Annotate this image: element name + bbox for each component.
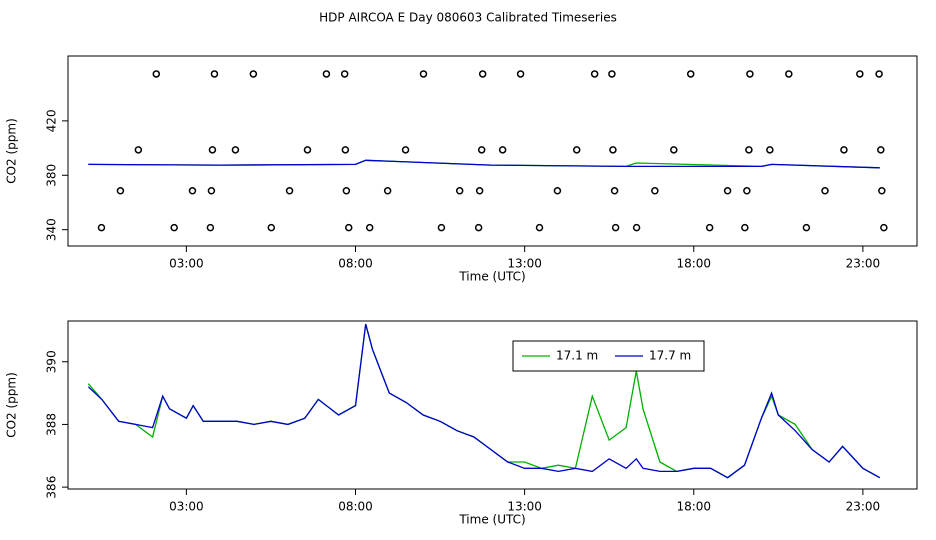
x-tick-label: 18:00 (676, 257, 711, 271)
data-point (342, 187, 351, 195)
x-axis-label: Time (UTC) (458, 270, 525, 284)
x-tick-label: 23:00 (846, 257, 881, 271)
data-point (535, 223, 544, 232)
y-axis-label: CO2 (ppm) (5, 372, 19, 438)
x-tick-label: 18:00 (676, 500, 711, 514)
y-tick-label: 420 (45, 109, 59, 132)
data-point (383, 187, 392, 195)
plot-frame (67, 320, 918, 490)
data-point (746, 70, 754, 78)
data-point (743, 187, 751, 195)
data-point (477, 146, 486, 154)
data-point (478, 70, 487, 78)
data-point (856, 70, 864, 78)
data-point (821, 187, 829, 195)
data-point (344, 223, 353, 232)
x-tick-label: 08:00 (338, 257, 373, 271)
x-tick-label: 08:00 (338, 500, 373, 514)
plot-frame (67, 55, 918, 247)
x-tick-label: 13:00 (507, 257, 542, 271)
data-point (840, 146, 848, 154)
x-axis-label: Time (UTC) (458, 513, 525, 527)
data-point (170, 223, 178, 232)
data-point (553, 187, 562, 195)
x-tick-label: 13:00 (507, 500, 542, 514)
data-point (498, 146, 507, 154)
data-point (207, 187, 216, 195)
data-point (188, 187, 197, 195)
legend-label: 17.1 m (556, 349, 598, 363)
y-tick-label: 388 (45, 413, 59, 436)
data-point (611, 223, 620, 232)
data-point (723, 187, 732, 195)
data-point (152, 70, 161, 78)
data-point (134, 146, 143, 154)
y-tick-label: 380 (45, 164, 59, 187)
data-point (670, 146, 678, 154)
data-point (208, 146, 217, 154)
y-axis-label: CO2 (ppm) (5, 118, 19, 184)
data-line (87, 323, 881, 479)
data-point (875, 70, 883, 78)
data-point (210, 70, 219, 78)
data-line (87, 323, 881, 479)
data-point (651, 187, 659, 195)
data-point (877, 146, 885, 154)
legend-label: 17.7 m (649, 349, 691, 363)
data-point (610, 187, 619, 195)
data-point (116, 187, 125, 195)
data-line (88, 159, 880, 169)
data-point (206, 223, 215, 232)
chart-title: HDP AIRCOA E Day 080603 Calibrated Times… (319, 11, 617, 25)
data-point (97, 223, 106, 232)
data-point (745, 146, 753, 154)
data-point (365, 223, 374, 232)
data-point (231, 146, 240, 154)
data-point (474, 223, 483, 232)
x-tick-label: 03:00 (169, 500, 204, 514)
data-point (802, 223, 811, 232)
data-point (686, 70, 695, 78)
data-point (249, 70, 258, 78)
data-point (455, 187, 464, 195)
data-point (632, 223, 641, 232)
data-point (516, 70, 525, 78)
data-point (609, 146, 617, 154)
data-point (608, 70, 616, 78)
data-point (401, 146, 410, 154)
data-point (741, 223, 749, 232)
data-point (340, 70, 349, 78)
data-point (303, 146, 312, 154)
data-point (705, 223, 714, 232)
data-point (880, 223, 888, 232)
y-tick-label: 390 (45, 350, 59, 373)
x-tick-label: 23:00 (846, 500, 881, 514)
data-point (437, 223, 446, 232)
x-tick-label: 03:00 (169, 257, 204, 271)
data-point (285, 187, 294, 195)
data-point (475, 187, 484, 195)
data-point (878, 187, 886, 195)
data-point (267, 223, 276, 232)
data-point (341, 146, 350, 154)
data-point (766, 146, 774, 154)
data-point (322, 70, 331, 78)
y-tick-label: 386 (45, 476, 59, 499)
y-tick-label: 340 (45, 218, 59, 241)
data-point (419, 70, 428, 78)
data-point (572, 146, 581, 154)
data-point (785, 70, 793, 78)
data-point (590, 70, 599, 78)
